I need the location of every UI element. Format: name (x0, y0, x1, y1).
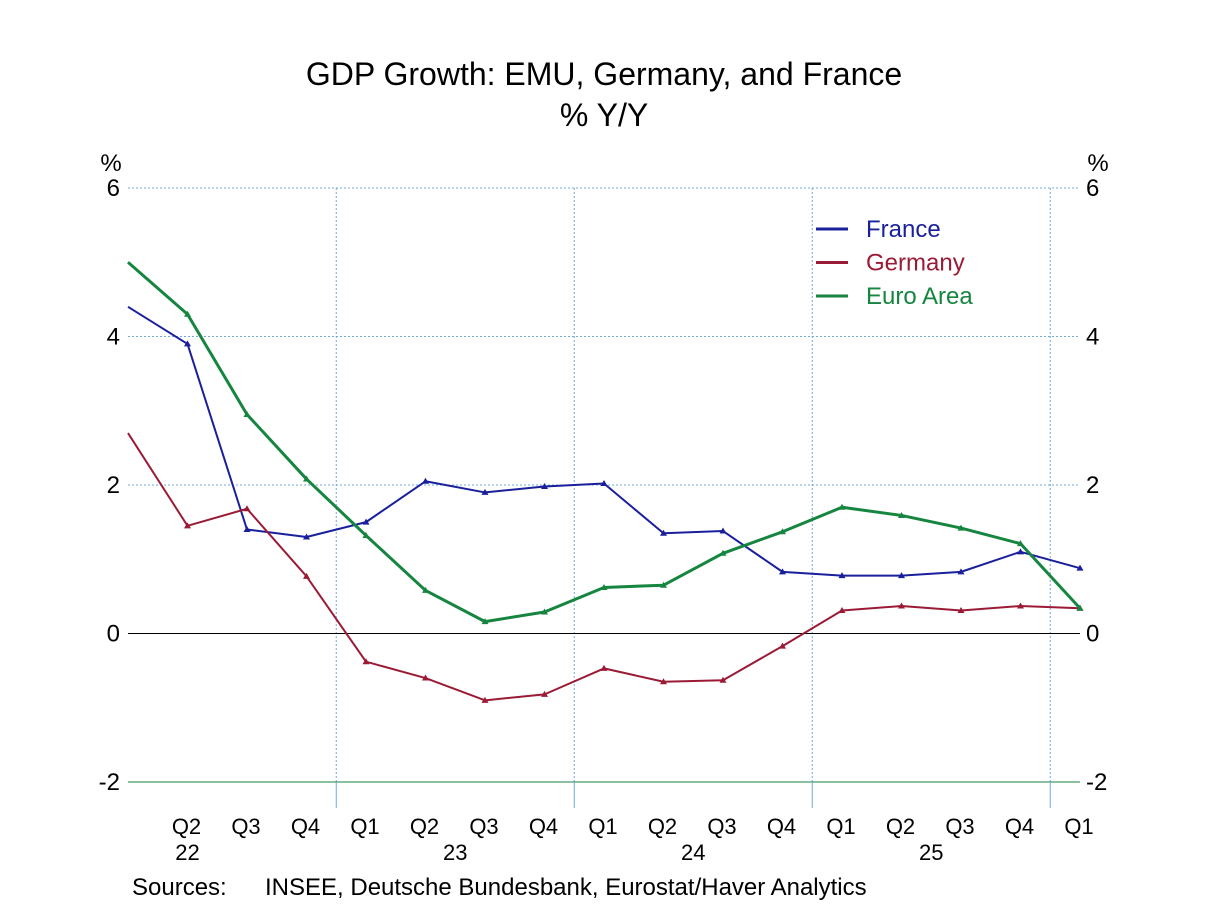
euro-area-point (779, 528, 786, 535)
euro-area-point (541, 608, 548, 615)
quarter-label: Q4 (767, 814, 796, 839)
quarter-label: Q3 (707, 814, 736, 839)
chart-title: GDP Growth: EMU, Germany, and France (306, 56, 902, 92)
germany-line (127, 432, 1081, 702)
germany-point (481, 696, 489, 703)
germany-point (303, 572, 310, 579)
axes (128, 633, 1080, 808)
euro-area-point (243, 410, 251, 417)
euro-area-point (660, 581, 667, 588)
year-label: 25 (919, 840, 943, 865)
quarter-label: Q4 (1005, 814, 1034, 839)
germany-point (660, 678, 667, 685)
chart-subtitle: % Y/Y (560, 97, 648, 133)
source-label: Sources: (132, 874, 227, 901)
y-tick-label-left: -2 (99, 769, 120, 796)
quarter-label: Q2 (172, 814, 201, 839)
france-point (838, 572, 846, 579)
legend-label-germany: Germany (866, 250, 965, 277)
france-point (303, 533, 310, 540)
france-point (898, 572, 905, 579)
y-tick-label-left: 0 (107, 621, 120, 648)
euro-area-line (127, 261, 1082, 624)
quarter-label: Q3 (469, 814, 498, 839)
y-tick-label-right: 6 (1086, 175, 1099, 202)
germany-point (779, 642, 786, 649)
euro-area-point (719, 549, 727, 556)
y-tick-label-right: 0 (1086, 621, 1099, 648)
y-tick-label-right: -2 (1086, 769, 1107, 796)
y-tick-labels: -2 -2 0 0 2 2 4 4 6 6 (99, 175, 1108, 796)
france-point (1017, 548, 1024, 555)
germany-point (362, 658, 370, 665)
euro-area-point (957, 524, 965, 531)
y-tick-label-left: 4 (107, 324, 120, 351)
euro-area-point (1017, 540, 1024, 547)
france-point (243, 526, 251, 533)
quarter-label: Q3 (231, 814, 260, 839)
quarter-label: Q3 (945, 814, 974, 839)
quarter-label: Q4 (291, 814, 320, 839)
year-label: 24 (681, 840, 705, 865)
france-point (1076, 564, 1084, 571)
y-tick-label-right: 4 (1086, 324, 1099, 351)
quarter-label: Q1 (826, 814, 855, 839)
france-point (957, 568, 965, 575)
france-point (422, 477, 429, 484)
euro-area-point (184, 310, 191, 317)
euro-area-point (898, 511, 905, 518)
quarter-label: Q1 (350, 814, 379, 839)
france-point (184, 340, 191, 347)
right-axis-unit: % (1087, 150, 1108, 177)
euro-area-point (303, 475, 310, 482)
quarter-label: Q2 (886, 814, 915, 839)
year-label: 22 (175, 840, 199, 865)
germany-point (719, 676, 727, 683)
france-point (481, 488, 489, 495)
france-point (600, 480, 608, 487)
euro-area-point (1076, 604, 1084, 611)
series-lines (127, 261, 1084, 703)
euro-area-point (838, 503, 846, 510)
france-point (362, 518, 370, 525)
france-point (779, 568, 786, 575)
france-point (541, 482, 548, 489)
france-point (660, 529, 667, 536)
quarter-label: Q2 (410, 814, 439, 839)
source-text: INSEE, Deutsche Bundesbank, Eurostat/Hav… (265, 874, 867, 901)
year-label: 23 (443, 840, 467, 865)
germany-point (838, 606, 846, 613)
euro-area-point (600, 583, 608, 590)
x-tick-labels: Q2 Q3 Q4 Q1 Q2 Q3 Q4 Q1 Q2 Q3 Q4 Q1 Q2 Q3 Q4 Q1 22 23 24 25 (172, 814, 1094, 865)
legend-label-france: France (866, 216, 941, 243)
france-point (719, 527, 727, 534)
left-axis-unit: % (100, 150, 121, 177)
euro-area-point (481, 618, 489, 625)
legend: France Germany Euro Area (816, 216, 973, 310)
germany-point (898, 602, 905, 609)
germany-point (422, 674, 429, 681)
germany-point (541, 690, 548, 697)
quarter-label: Q4 (529, 814, 558, 839)
germany-point (957, 606, 965, 613)
quarter-label: Q1 (588, 814, 617, 839)
y-tick-label-left: 6 (107, 175, 120, 202)
y-tick-label-right: 2 (1086, 472, 1099, 499)
euro-area-point (362, 531, 370, 538)
germany-point (184, 522, 191, 529)
germany-point (600, 664, 608, 671)
y-tick-label-left: 2 (107, 472, 120, 499)
quarter-label: Q1 (1064, 814, 1093, 839)
quarter-label: Q2 (648, 814, 677, 839)
legend-label-euro-area: Euro Area (866, 283, 973, 310)
germany-point (1017, 602, 1024, 609)
euro-area-point (422, 586, 429, 593)
germany-point (243, 505, 251, 512)
